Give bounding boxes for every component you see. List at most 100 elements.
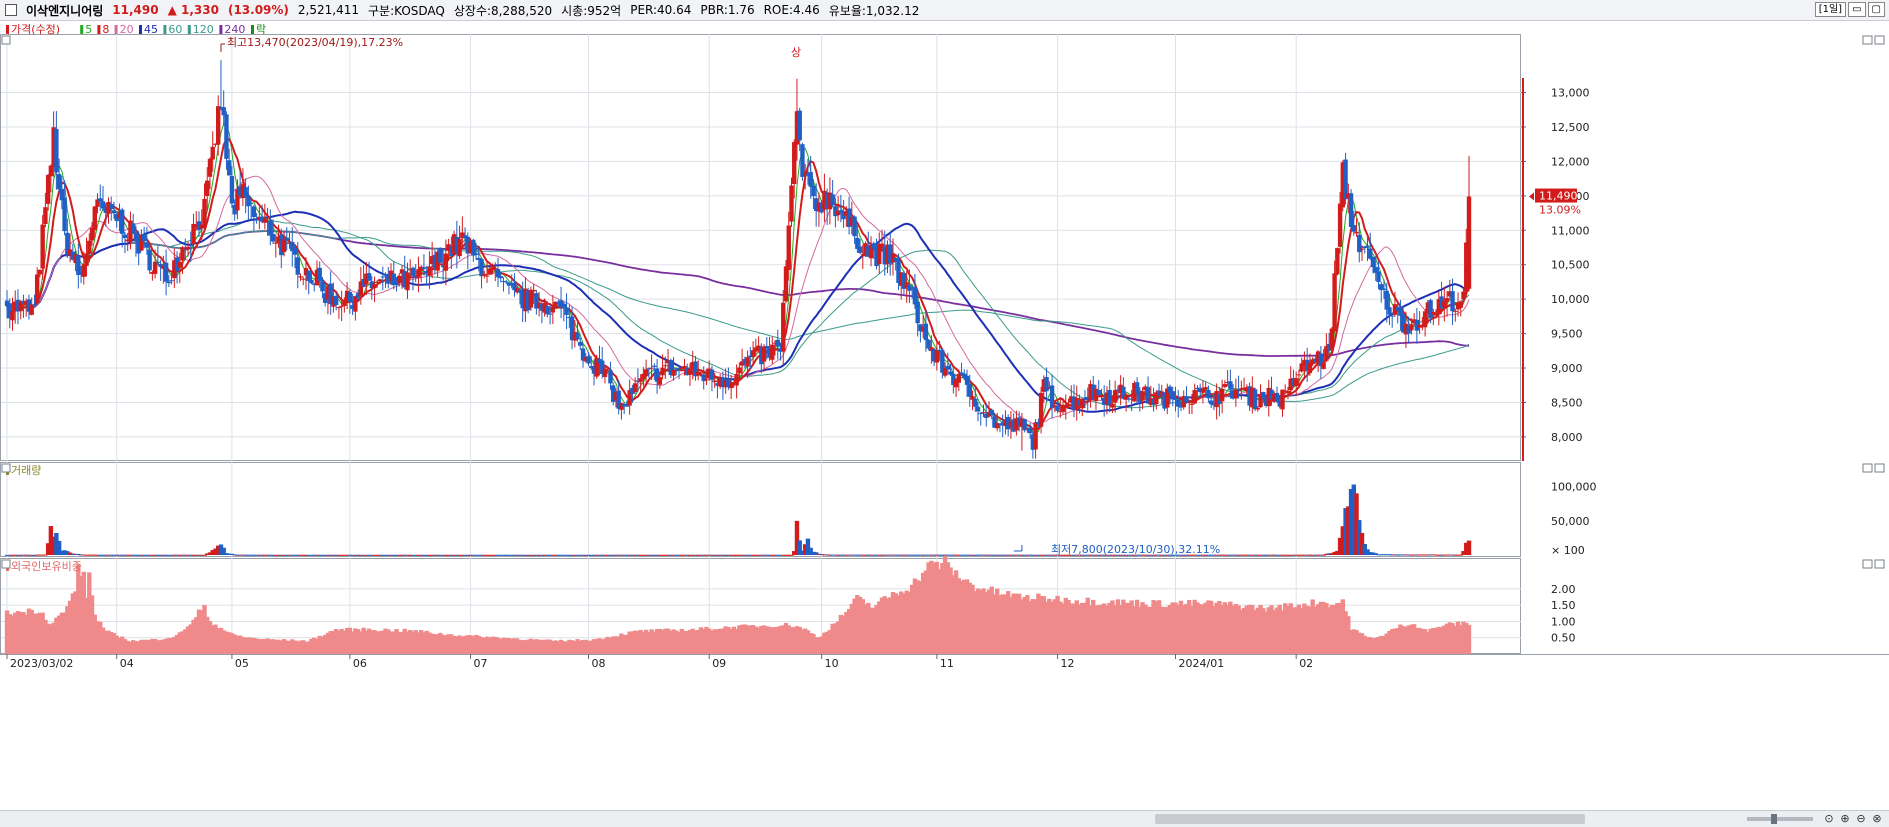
scroll-thumb[interactable] (1155, 814, 1585, 824)
foreign-bar (995, 588, 1000, 654)
zoom-in-icon[interactable]: ⊕ (1840, 812, 1850, 825)
foreign-bar (1219, 605, 1225, 654)
foreign-bar (619, 633, 624, 654)
volume-bar (1200, 554, 1206, 556)
stock-chart[interactable]: 13,00012,50012,00011,50011,00010,50010,0… (0, 21, 1889, 810)
candle-body (1324, 346, 1329, 361)
volume-bar (320, 554, 325, 556)
foreign-bar (978, 589, 983, 654)
foreign-bar (1225, 604, 1230, 654)
volume-bar (589, 554, 594, 556)
foreign-bar (490, 636, 495, 654)
foreign-bar (778, 625, 783, 654)
candle-body (696, 371, 701, 376)
volume-bar (314, 554, 320, 556)
close-icon[interactable]: ▢ (1867, 2, 1885, 17)
foreign-bar (918, 581, 923, 654)
pane-toggle[interactable] (1, 35, 11, 45)
candle-body (907, 284, 912, 291)
volume-bar (953, 554, 959, 556)
pane-button[interactable] (1874, 559, 1885, 569)
candle-body (855, 237, 860, 249)
price-legend-swatch (219, 25, 223, 34)
candle-body (775, 339, 780, 347)
volume-bar (402, 554, 407, 556)
candle-body (937, 349, 942, 351)
candle-body (953, 379, 959, 388)
foreign-bar (1250, 604, 1255, 654)
foreign-bar (901, 593, 907, 654)
listed-shares-text: 상장수:8,288,520 (453, 3, 553, 18)
foreign-bar (1208, 600, 1214, 654)
foreign-bar (920, 572, 926, 654)
volume-bar (885, 554, 890, 556)
candle-body (1299, 363, 1304, 372)
volume-bar (1030, 554, 1036, 556)
foreign-bar (1433, 627, 1439, 654)
candle-body (909, 287, 915, 289)
volume-bar (556, 554, 561, 556)
candle-body (734, 373, 739, 386)
volume-bar (45, 543, 51, 555)
window-checkbox[interactable] (5, 4, 17, 16)
candle-body (1321, 362, 1326, 370)
candle-body (781, 302, 786, 352)
foreign-bar (306, 641, 311, 654)
volume-bar (1115, 554, 1121, 556)
volume-bar (312, 554, 317, 556)
scroll-bar[interactable]: ⊙ ⊕ ⊖ ⊗ (0, 810, 1889, 827)
foreign-bar (937, 569, 942, 654)
zoom-reset-icon[interactable]: ⊙ (1824, 812, 1834, 825)
candle-body (888, 244, 893, 264)
pane-button[interactable] (1862, 463, 1873, 473)
volume-bar (797, 540, 802, 555)
foreign-bar (509, 639, 514, 654)
foreign-bar (405, 631, 410, 654)
zoom-slider[interactable] (1747, 814, 1813, 824)
foreign-bar (1362, 635, 1367, 654)
foreign-bar (446, 634, 451, 654)
foreign-bar (1000, 594, 1005, 654)
candle-body (487, 268, 492, 275)
volume-bar (270, 554, 276, 556)
pane-toggle[interactable] (1, 463, 11, 473)
period-button[interactable]: [1일] (1814, 2, 1847, 17)
foreign-bar (1398, 624, 1403, 654)
foreign-bar (432, 634, 438, 654)
pane-button[interactable] (1874, 35, 1885, 45)
candle-body (339, 305, 344, 307)
foreign-bar (114, 635, 119, 654)
candle-body (257, 216, 262, 221)
volume-bar (1189, 554, 1195, 556)
pane-button[interactable] (1862, 559, 1873, 569)
volume-bar (476, 554, 481, 556)
foreign-bar (1417, 627, 1422, 654)
candle-body (1047, 386, 1052, 389)
foreign-bar (586, 640, 591, 654)
candle-body (1439, 296, 1444, 309)
pane-button[interactable] (1862, 35, 1873, 45)
foreign-bar (1337, 602, 1343, 654)
candle-body (194, 224, 199, 228)
foreign-bar (150, 638, 155, 654)
candle-body (1455, 304, 1461, 310)
candle-body (141, 234, 147, 242)
volume-bar (383, 554, 388, 556)
volume-bar (1219, 554, 1225, 556)
foreign-bar (1315, 604, 1321, 654)
minimize-icon[interactable]: ▭ (1848, 2, 1866, 17)
volume-bar (553, 554, 558, 556)
zoom-out-icon[interactable]: ⊖ (1856, 812, 1866, 825)
pane-toggle[interactable] (1, 559, 11, 569)
foreign-bar (76, 564, 81, 654)
candle-body (545, 306, 550, 315)
candle-body (608, 370, 613, 384)
zoom-slider-handle[interactable] (1771, 814, 1777, 824)
candle-body (1022, 419, 1027, 431)
pane-button[interactable] (1874, 463, 1885, 473)
candle-body (871, 243, 876, 250)
candle-body (992, 416, 997, 428)
candle-body (372, 284, 377, 289)
candle-body (523, 288, 528, 312)
zoom-fit-icon[interactable]: ⊗ (1872, 812, 1882, 825)
